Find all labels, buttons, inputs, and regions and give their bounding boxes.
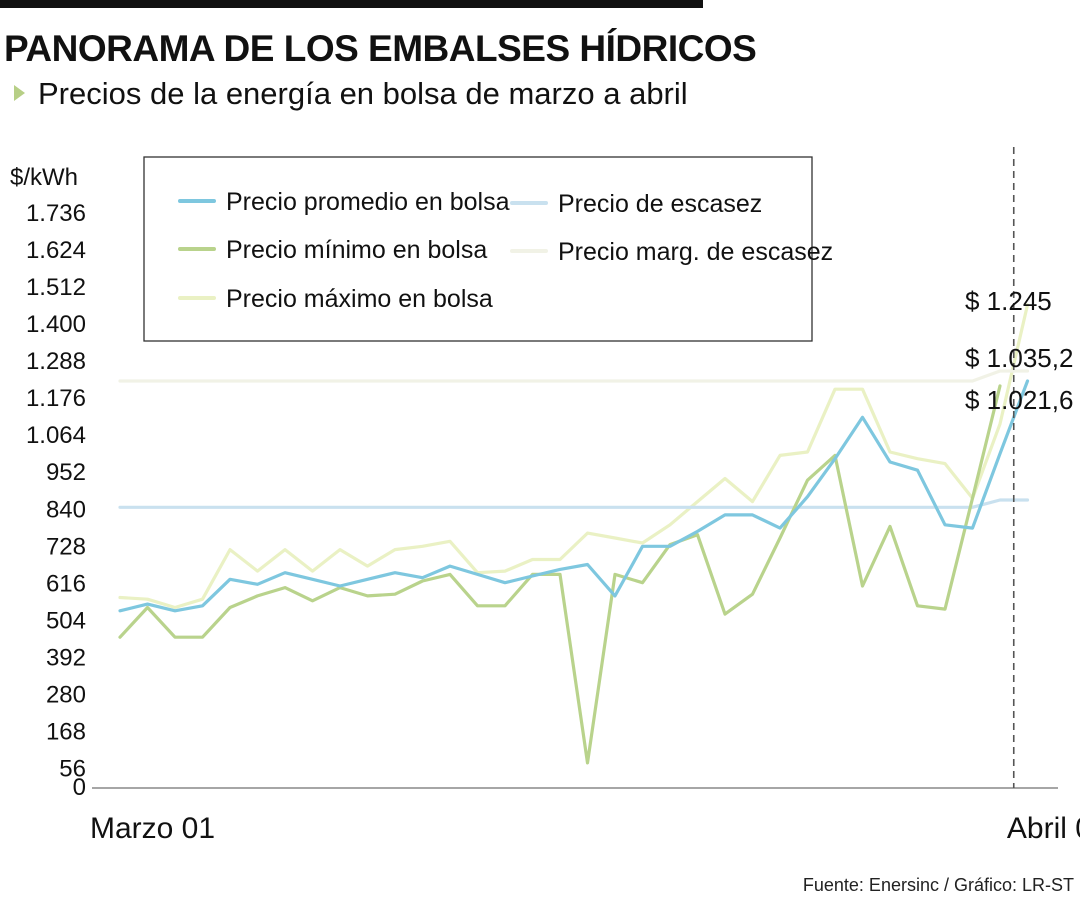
y-tick-label: 1.400 <box>26 311 86 338</box>
y-tick-label: 616 <box>46 570 86 597</box>
y-tick-label: 1.064 <box>26 422 86 449</box>
y-tick-label: 280 <box>46 681 86 708</box>
value-annotation: $ 1.035,2 <box>965 343 1073 373</box>
legend-label-precio-minimo-en-bolsa: Precio mínimo en bolsa <box>226 236 487 264</box>
x-tick-label: Marzo 01 <box>90 812 215 845</box>
y-tick-label: 728 <box>46 533 86 560</box>
y-tick-label: 56 <box>59 756 86 783</box>
y-tick-label: 1.288 <box>26 348 86 375</box>
y-tick-label: 1.736 <box>26 200 86 227</box>
legend-label-precio-marg-de-escasez: Precio marg. de escasez <box>558 238 833 266</box>
legend-label-precio-de-escasez: Precio de escasez <box>558 190 762 218</box>
y-axis-label: $/kWh <box>10 164 78 191</box>
y-tick-label: 1.624 <box>26 237 86 264</box>
value-annotations: $ 1.245 $ 1.035,2 $ 1.021,6 <box>965 286 1073 415</box>
triangle-bullet-icon <box>14 85 25 101</box>
y-tick-label: 840 <box>46 496 86 523</box>
y-axis: $/kWh 056 168 280 392 504 616 728 840 952 1.064 1.1… <box>10 164 86 801</box>
legend-label-precio-maximo-en-bolsa: Precio máximo en bolsa <box>226 285 493 313</box>
y-tick-label: 504 <box>46 607 86 634</box>
series-line-precio-de-escasez <box>118 498 1030 509</box>
y-tick-label: 1.176 <box>26 385 86 412</box>
value-annotation: $ 1.245 <box>965 286 1052 316</box>
subtitle-text: Precios de la energía en bolsa de marzo … <box>38 76 688 111</box>
top-rule <box>0 0 703 8</box>
y-tick-label: 1.512 <box>26 274 86 301</box>
y-tick-label: 0 <box>73 774 86 801</box>
subtitle: Precios de la energía en bolsa de marzo … <box>14 76 688 112</box>
legend: Precio promedio en bolsa Precio mínimo en… <box>143 156 833 342</box>
series-lines <box>118 303 1030 765</box>
x-axis: Marzo 01 Abril 02 <box>90 812 1080 845</box>
legend-box <box>143 156 813 342</box>
legend-label-precio-promedio-en-bolsa: Precio promedio en bolsa <box>226 188 510 216</box>
series-line-precio-marg-de-escasez <box>118 369 1030 383</box>
x-tick-label: Abril 02 <box>1007 812 1080 845</box>
value-annotation: $ 1.021,6 <box>965 385 1073 415</box>
page-title: PANORAMA DE LOS EMBALSES HÍDRICOS <box>4 28 757 69</box>
series-line-precio-promedio-en-bolsa <box>118 379 1030 613</box>
y-tick-label: 392 <box>46 644 86 671</box>
series-line-precio-minimo-en-bolsa <box>118 384 1002 765</box>
source-credit: Fuente: Enersinc / Gráfico: LR-ST <box>802 875 1074 895</box>
series-line-precio-maximo-en-bolsa <box>118 303 1030 610</box>
y-tick-label: 168 <box>46 719 86 746</box>
y-tick-label: 952 <box>46 459 86 486</box>
